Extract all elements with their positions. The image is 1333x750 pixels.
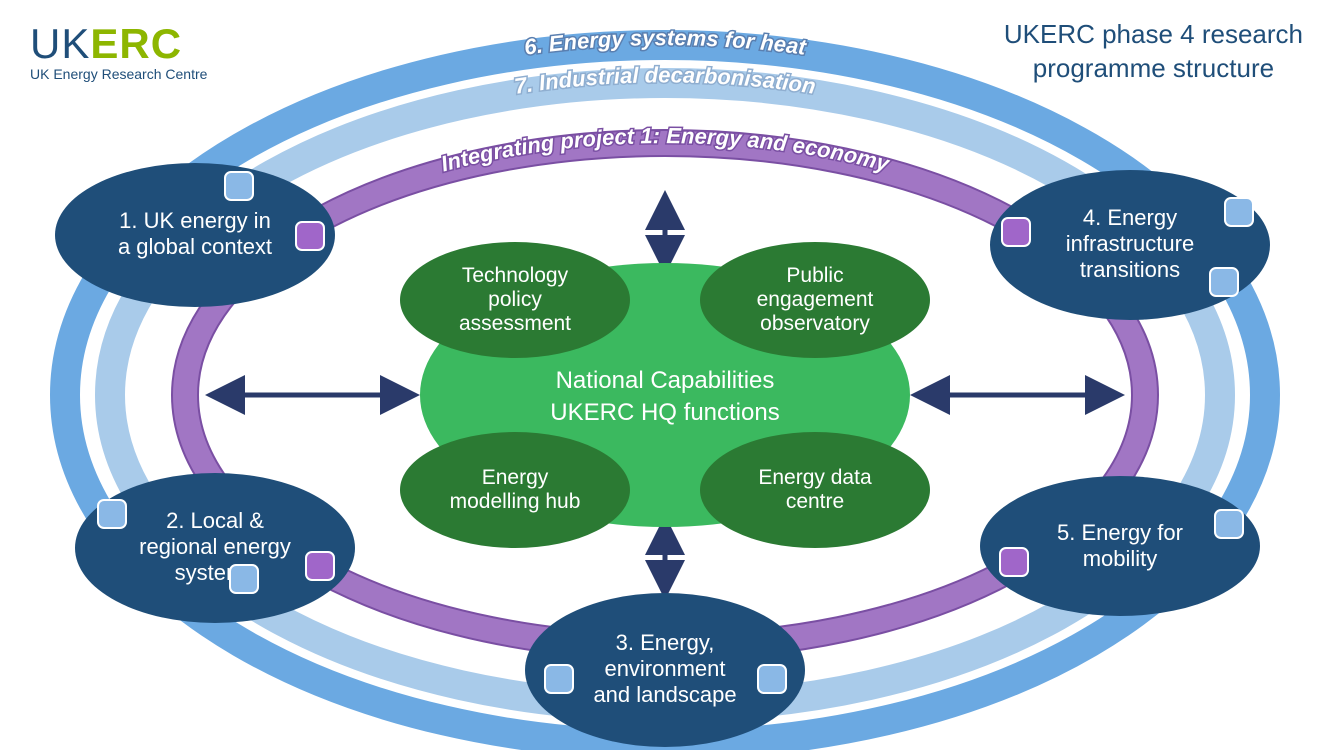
svg-text:policy: policy (488, 288, 542, 311)
marker-purple (306, 552, 334, 580)
svg-text:modelling hub: modelling hub (450, 490, 581, 513)
marker-blue (545, 665, 573, 693)
marker-blue (1225, 198, 1253, 226)
svg-text:Technology: Technology (462, 264, 569, 287)
marker-blue-2 (758, 665, 786, 693)
svg-text:regional energy: regional energy (139, 534, 291, 559)
diagram-svg: 6. Energy systems for heat 7. Industrial… (0, 0, 1333, 750)
svg-text:2. Local &: 2. Local & (166, 508, 264, 533)
marker-blue-2 (1210, 268, 1238, 296)
marker-purple (1002, 218, 1030, 246)
theme-node-4: 4. Energy infrastructure transitions (990, 170, 1270, 320)
marker-blue (98, 500, 126, 528)
center-text-1: National Capabilities (556, 367, 775, 394)
svg-text:mobility: mobility (1083, 546, 1158, 571)
theme-node-3: 3. Energy, environment and landscape (525, 593, 805, 747)
theme-node-5: 5. Energy for mobility (980, 476, 1260, 616)
inner-node-tl: Technology policy assessment (400, 242, 630, 358)
svg-text:observatory: observatory (760, 312, 870, 335)
marker-purple (296, 222, 324, 250)
theme-node-1: 1. UK energy in a global context (55, 163, 335, 307)
inner-node-bl: Energy modelling hub (400, 432, 630, 548)
svg-text:Public: Public (786, 264, 843, 287)
marker-blue (1215, 510, 1243, 538)
svg-text:centre: centre (786, 490, 844, 513)
svg-text:assessment: assessment (459, 312, 571, 335)
svg-text:Energy data: Energy data (758, 466, 872, 489)
marker-blue-2 (230, 565, 258, 593)
center-text-2: UKERC HQ functions (550, 399, 779, 426)
svg-text:engagement: engagement (757, 288, 874, 311)
svg-text:infrastructure: infrastructure (1066, 231, 1194, 256)
inner-node-tr: Public engagement observatory (700, 242, 930, 358)
svg-text:Energy: Energy (482, 466, 549, 489)
svg-text:transitions: transitions (1080, 257, 1180, 282)
svg-text:3. Energy,: 3. Energy, (616, 630, 715, 655)
svg-text:environment: environment (604, 656, 725, 681)
marker-blue (225, 172, 253, 200)
svg-text:1. UK energy in: 1. UK energy in (119, 208, 271, 233)
svg-text:a global context: a global context (118, 234, 272, 259)
svg-text:and landscape: and landscape (593, 682, 736, 707)
marker-purple (1000, 548, 1028, 576)
svg-text:4. Energy: 4. Energy (1083, 205, 1177, 230)
theme-node-2: 2. Local & regional energy systems (75, 473, 355, 623)
inner-node-br: Energy data centre (700, 432, 930, 548)
svg-text:5. Energy for: 5. Energy for (1057, 520, 1183, 545)
